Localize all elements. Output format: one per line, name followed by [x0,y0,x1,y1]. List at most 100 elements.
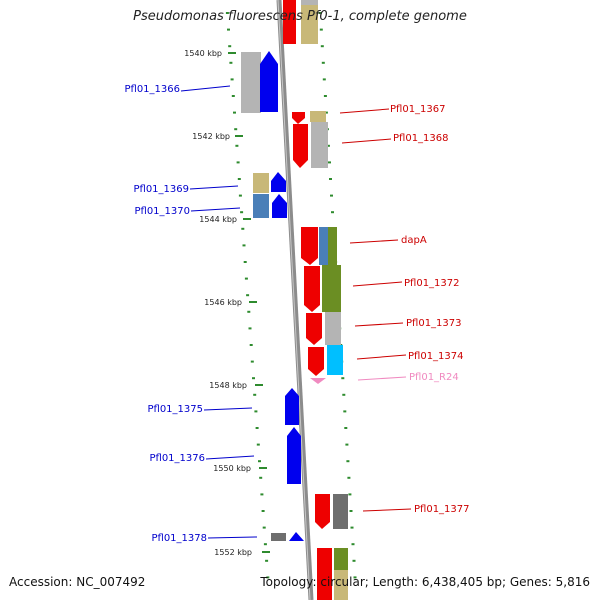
scale-minor-tick [318,12,322,14]
label-pfl01-1377[interactable]: Pfl01_1377 [414,504,470,515]
label-leader-line [189,185,239,190]
scale-label-1552: 1552 kbp [214,548,252,557]
feature-pfl01-1372-green[interactable] [322,265,341,312]
label-pfl01-1376[interactable]: Pfl01_1376 [149,453,205,464]
feature-dapa-green[interactable] [328,227,337,265]
scale-minor-tick [326,144,330,147]
label-leader-line [205,455,255,460]
scale-label-1544: 1544 kbp [199,215,237,224]
scale-minor-tick [253,393,257,396]
scale-minor-tick [321,61,325,64]
label-pfl01-1367[interactable]: Pfl01_1367 [390,104,446,115]
label-pfl01-1373[interactable]: Pfl01_1373 [406,318,462,329]
gene-pfl01-1366[interactable] [260,51,278,112]
accession-text: Accession: NC_007492 [9,575,146,589]
feature-bottom-partial-olive[interactable] [334,570,348,600]
label-dapa[interactable]: dapA [401,235,427,246]
feature-pfl01-1368-gray[interactable] [311,122,328,168]
label-leader-line [180,85,231,92]
label-pfl01-1370[interactable]: Pfl01_1370 [134,206,190,217]
label-pfl01-1374[interactable]: Pfl01_1374 [408,351,464,362]
scale-labels: 1540 kbp 1542 kbp 1544 kbp 1546 kbp 1548… [184,49,270,557]
gene-pfl01-1375[interactable] [285,388,299,425]
scale-minor-tick [249,344,253,346]
scale-minor-tick [241,227,245,230]
scale-minor-tick [352,559,356,562]
label-pfl01-r24[interactable]: Pfl01_R24 [409,372,459,383]
label-leader-line [341,138,392,144]
gene-pfl01-1378[interactable] [289,532,304,541]
label-pfl01-1369[interactable]: Pfl01_1369 [133,184,189,195]
feature-dapa-steel[interactable] [319,227,328,265]
scale-minor-tick [343,410,347,413]
feature-pfl01-1370-steel[interactable] [253,194,269,218]
gene-pfl01-1377[interactable] [315,494,330,529]
feature-top-partial-gray[interactable] [301,0,318,5]
scale-minor-tick [265,559,269,562]
scale-label-1550: 1550 kbp [213,464,251,473]
label-leader-line [207,536,258,539]
feature-pfl01-1367-olive[interactable] [310,111,326,122]
gene-dapa[interactable] [301,227,318,265]
scale-minor-tick [324,111,328,114]
label-pfl01-1375[interactable]: Pfl01_1375 [147,404,203,415]
scale-label-1542: 1542 kbp [192,132,230,141]
map-title: Pseudomonas fluorescens Pf0-1, complete … [133,9,467,24]
scale-minor-tick [260,493,264,496]
gene-pfl01-r24[interactable] [310,378,326,384]
genome-backbone [276,0,314,600]
label-pfl01-1366[interactable]: Pfl01_1366 [124,84,180,95]
right-gene-labels: Pfl01_1367 Pfl01_1368 dapA Pfl01_1372 Pf… [339,104,470,515]
scale-minor-tick [240,211,244,214]
scale-minor-tick [227,28,230,31]
label-leader-line [339,108,390,114]
scale-minor-tick [248,327,252,330]
gene-pfl01-1372[interactable] [304,266,320,312]
gene-pfl01-1367[interactable] [292,112,305,124]
gene-pfl01-1368[interactable] [293,124,308,168]
scale-minor-tick [256,443,260,446]
label-pfl01-1372[interactable]: Pfl01_1372 [404,278,460,289]
gene-pfl01-1369[interactable] [271,172,286,192]
feature-top-partial-olive[interactable] [301,0,318,44]
gene-pfl01-1373[interactable] [306,313,322,345]
feature-pfl01-1369-olive[interactable] [253,173,269,193]
scale-label-1548: 1548 kbp [209,381,247,390]
scale-minor-tick [263,543,267,546]
scale-minor-tick [341,377,345,380]
scale-minor-tick [323,95,327,97]
feature-pfl01-1378-gray[interactable] [271,533,286,541]
scale-minor-tick [250,360,254,363]
scale-minor-tick [347,476,351,479]
feature-pfl01-1366-gray[interactable] [241,52,261,113]
label-leader-line [349,239,399,244]
reverse-gene-top-partial[interactable] [283,0,296,44]
scale-minor-tick [328,161,331,164]
left-scale-ticks [225,12,270,579]
feature-pfl01-1374-cyan[interactable] [327,345,343,375]
scale-minor-tick [231,95,235,97]
label-leader-line [356,354,407,360]
scale-label-1540: 1540 kbp [184,49,222,58]
gene-pfl01-1370[interactable] [272,194,287,218]
scale-minor-tick [261,510,265,512]
scale-minor-tick [254,410,258,413]
label-leader-line [354,322,404,327]
scale-minor-tick [353,576,357,579]
scale-minor-tick [330,194,333,197]
feature-pfl01-1377-gray[interactable] [333,494,348,529]
scale-minor-tick [243,261,247,263]
reverse-gene-bottom-partial[interactable] [317,548,332,600]
gene-pfl01-1374[interactable] [308,347,324,376]
scale-minor-tick [344,427,348,429]
label-leader-line [362,508,412,512]
label-pfl01-1368[interactable]: Pfl01_1368 [393,133,449,144]
scale-minor-tick [258,460,261,463]
scale-minor-tick [342,393,346,396]
gene-pfl01-1376[interactable] [287,427,301,484]
scale-minor-tick [350,526,354,529]
label-pfl01-1378[interactable]: Pfl01_1378 [151,533,207,544]
feature-layer [241,0,348,600]
feature-pfl01-1373-gray[interactable] [325,312,341,345]
scale-minor-tick [266,576,270,579]
